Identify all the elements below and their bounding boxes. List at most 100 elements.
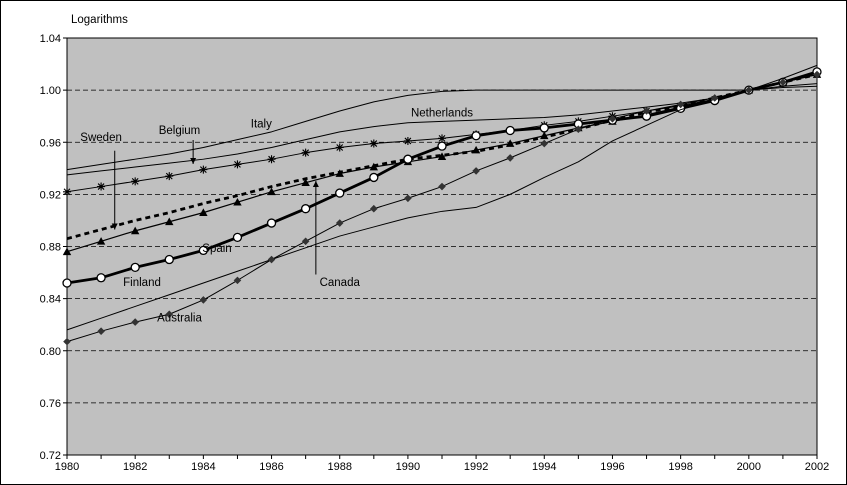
diamond-marker — [472, 167, 480, 175]
series-australia — [63, 70, 821, 346]
asterisk-marker — [438, 134, 446, 143]
y-tick-label: 0.80 — [40, 346, 61, 358]
x-tick-label: 1992 — [464, 461, 488, 473]
circle-marker — [471, 131, 481, 141]
x-tick-label: 2002 — [805, 461, 829, 473]
asterisk-marker — [335, 143, 344, 152]
series-finland — [66, 64, 818, 331]
triangle-marker — [267, 187, 276, 196]
diamond-marker — [642, 107, 651, 115]
triangle-marker — [301, 178, 310, 187]
asterisk-marker — [131, 177, 140, 186]
diamond-marker — [745, 86, 753, 94]
diamond-marker — [676, 100, 685, 109]
y-tick-label: 0.96 — [40, 137, 61, 149]
circle-marker — [130, 262, 140, 273]
circle-marker — [164, 254, 174, 265]
triangle-marker — [335, 169, 344, 177]
series-canada — [62, 67, 822, 288]
series-line — [66, 85, 818, 171]
diamond-marker — [506, 154, 514, 162]
series-italy — [66, 85, 818, 171]
circle-marker — [62, 278, 72, 288]
diamond-marker — [540, 139, 549, 148]
x-tick-label: 1994 — [532, 461, 556, 473]
axes: 0.72 0.76 0.80 0.84 0.88 0.92 0.96 1.00 1.04 1980… — [40, 33, 830, 473]
triangle-marker — [369, 162, 379, 171]
circle-marker — [369, 172, 379, 183]
diamond-marker — [301, 237, 310, 246]
series-label-australia: Australia — [157, 313, 202, 325]
circle-marker — [300, 204, 311, 214]
triangle-marker — [199, 208, 208, 216]
label-pointers — [111, 140, 319, 275]
diamond-marker — [97, 327, 105, 336]
pointer-arrowhead — [312, 180, 319, 187]
series-line — [66, 64, 818, 331]
circle-marker — [505, 125, 515, 136]
x-tick-label: 1990 — [396, 461, 420, 473]
triangle-marker — [437, 152, 447, 160]
triangle-marker — [540, 131, 549, 140]
asterisk-marker — [199, 165, 208, 174]
diamond-marker — [574, 125, 583, 134]
asterisk-marker — [369, 139, 378, 148]
y-tick-label: 0.76 — [40, 398, 61, 410]
series-labels: Italy Netherlands Belgium Sweden Spain Finlan… — [80, 108, 473, 325]
y-tick-label: 0.92 — [40, 189, 61, 201]
triangle-marker — [130, 226, 140, 235]
series-label-italy: Italy — [251, 118, 272, 130]
series-label-canada: Canada — [320, 277, 361, 289]
y-axis-label: Logarithms — [71, 14, 128, 26]
x-tick-label: 1982 — [123, 461, 147, 473]
circle-marker — [437, 141, 447, 151]
x-tick-label: 1998 — [668, 461, 692, 473]
diamond-marker — [267, 255, 276, 264]
x-tick-label: 1988 — [327, 461, 351, 473]
triangle-marker — [62, 247, 72, 256]
diamond-marker — [710, 94, 719, 102]
triangle-marker — [505, 139, 515, 147]
circle-marker — [539, 123, 549, 133]
series-label-belgium: Belgium — [159, 125, 201, 137]
x-tick-label: 1980 — [55, 461, 79, 473]
diamond-marker — [335, 219, 344, 227]
diamond-marker — [165, 310, 174, 319]
y-tick-label: 0.88 — [40, 242, 61, 254]
circle-marker — [198, 245, 209, 256]
triangle-marker — [96, 237, 106, 245]
series-line — [66, 73, 818, 241]
circle-marker — [266, 218, 277, 228]
series-sweden — [66, 73, 818, 241]
diamond-marker — [233, 276, 242, 285]
x-tick-label: 1996 — [600, 461, 624, 473]
asterisk-marker — [301, 148, 310, 157]
x-tick-label: 1986 — [259, 461, 283, 473]
pointer-arrowhead — [111, 223, 118, 230]
y-tick-label: 0.72 — [40, 450, 61, 462]
triangle-marker — [233, 197, 242, 206]
asterisk-marker — [403, 136, 412, 145]
circle-marker — [232, 232, 243, 243]
series-label-sweden: Sweden — [80, 132, 122, 144]
diamond-marker — [813, 70, 821, 79]
asterisk-marker — [165, 172, 174, 181]
diamond-marker — [438, 182, 446, 191]
asterisk-marker — [267, 155, 276, 164]
asterisk-marker — [233, 160, 242, 169]
series-label-finland: Finland — [123, 277, 161, 289]
diamond-marker — [404, 194, 412, 203]
series-label-spain: Spain — [202, 243, 231, 255]
diamond-marker — [131, 318, 139, 326]
triangle-marker — [165, 217, 174, 226]
y-tick-label: 1.00 — [40, 85, 61, 97]
series-group — [62, 64, 822, 346]
asterisk-marker — [97, 182, 106, 191]
pointer-arrowhead — [190, 158, 197, 165]
series-label-netherlands: Netherlands — [411, 108, 473, 120]
circle-marker — [335, 188, 345, 198]
triangle-marker — [471, 145, 481, 154]
x-tick-label: 1984 — [191, 461, 215, 473]
